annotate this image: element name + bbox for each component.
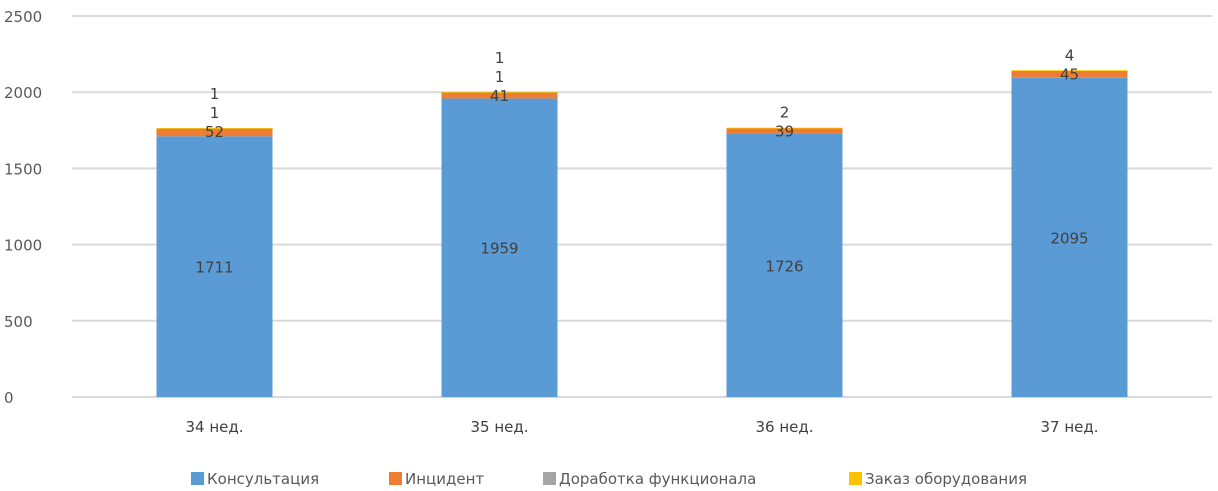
data-label: 1 (495, 68, 505, 86)
data-label: 1 (495, 49, 505, 67)
data-label: 1 (210, 85, 220, 103)
data-label: 1726 (765, 257, 803, 275)
x-tick-label: 35 нед. (470, 418, 528, 436)
y-tick-label: 0 (4, 389, 14, 407)
legend-swatch (191, 472, 204, 485)
bar-segment (726, 127, 843, 129)
bar-segment (156, 128, 273, 137)
data-label: 39 (775, 123, 794, 141)
data-label: 41 (490, 87, 509, 105)
legend-swatch (389, 472, 402, 485)
data-label: 45 (1060, 65, 1079, 83)
data-label: 4 (1065, 46, 1075, 64)
bars (156, 70, 1128, 398)
data-label: 2 (780, 104, 790, 122)
legend-label: Доработка функционала (559, 470, 756, 488)
legend-label: Инцидент (405, 470, 484, 488)
data-label: 1 (210, 104, 220, 122)
legend: Консультация Инцидент Доработка функционал… (191, 470, 1027, 488)
y-tick-label: 1000 (4, 237, 42, 255)
x-tick-label: 37 нед. (1040, 418, 1098, 436)
bar-segment (441, 91, 558, 93)
y-tick-label: 2500 (4, 8, 42, 26)
data-label: 1959 (480, 240, 518, 258)
bar-segment (1011, 70, 1128, 78)
legend-label: Консультация (207, 470, 319, 488)
bar-segment (726, 128, 843, 134)
bar-segment (441, 98, 558, 398)
y-tick-label: 1500 (4, 160, 42, 178)
x-axis: 34 нед. 35 нед. 36 нед. 37 нед. (185, 418, 1098, 436)
bar-segment (726, 133, 843, 398)
x-tick-label: 34 нед. (185, 418, 243, 436)
legend-label: Заказ оборудования (865, 470, 1027, 488)
bar-segment (156, 128, 273, 129)
data-label: 2095 (1050, 229, 1088, 247)
data-label: 1711 (195, 259, 233, 277)
legend-swatch (543, 472, 556, 485)
bar-segment (156, 136, 273, 398)
bar-segment (1011, 77, 1128, 398)
legend-swatch (849, 472, 862, 485)
y-axis: 0 500 1000 1500 2000 2500 (4, 8, 42, 407)
data-label: 52 (205, 123, 224, 141)
x-tick-label: 36 нед. (755, 418, 813, 436)
bar-segment (441, 92, 558, 99)
y-tick-label: 2000 (4, 84, 42, 102)
y-tick-label: 500 (4, 313, 33, 331)
bar-segment (1011, 70, 1128, 72)
